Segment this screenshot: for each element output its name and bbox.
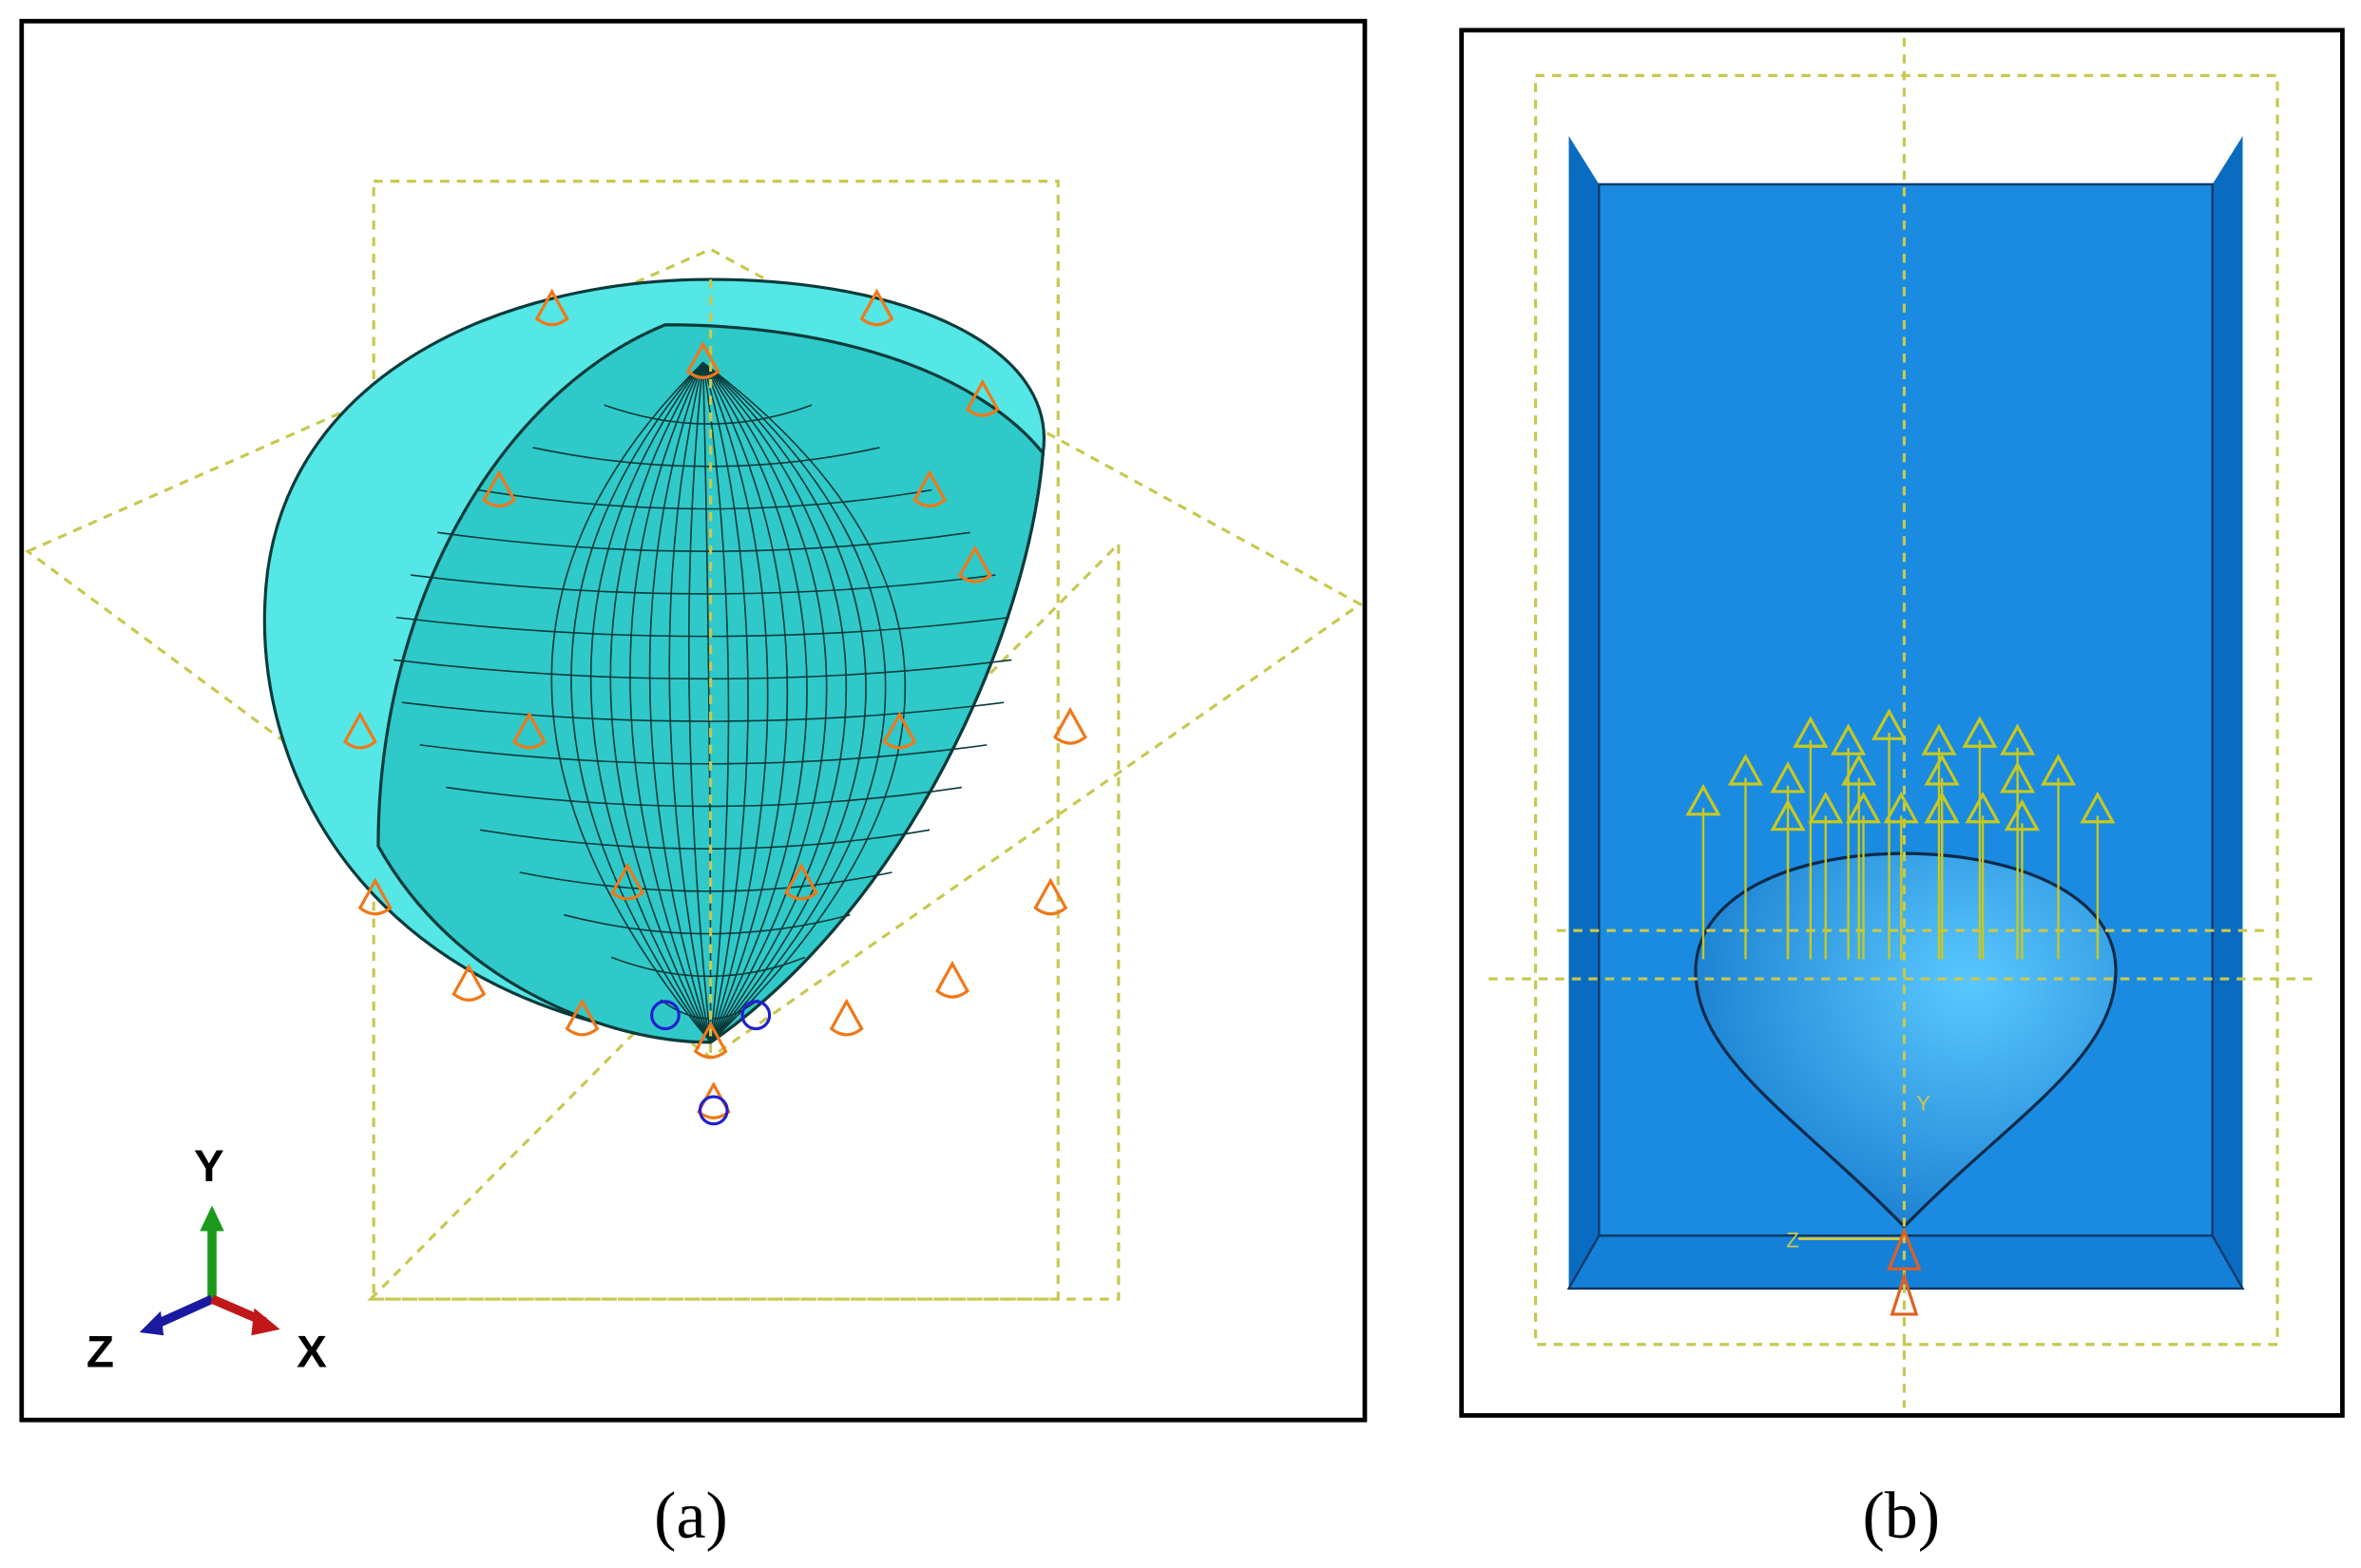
mesh-line [701, 362, 712, 1042]
bc-marker [1033, 877, 1068, 916]
mesh [394, 361, 1012, 1043]
bc-marker [565, 998, 600, 1037]
mesh-line [564, 913, 851, 935]
bc-marker [511, 711, 547, 750]
arrow-head [1921, 723, 1957, 755]
axis-label: Y [194, 1141, 224, 1192]
caption: (a) [654, 1480, 728, 1553]
arrow-head [1883, 791, 1919, 824]
triad-x-head [251, 1308, 280, 1336]
mesh-line [570, 361, 712, 1043]
bc-marker [696, 1081, 731, 1119]
mesh-line [668, 362, 712, 1042]
mesh-line [702, 361, 907, 1043]
bc-marker [693, 1021, 728, 1060]
arrow-head [2080, 791, 2116, 824]
bc-marker [1887, 1227, 1922, 1316]
mesh-line [702, 361, 887, 1043]
bc-marker [784, 862, 818, 901]
bc-marker [1053, 706, 1087, 745]
datum-box [1533, 73, 2279, 1347]
arrow-head [2000, 761, 2036, 794]
wall [1568, 136, 1600, 1289]
mesh-line [394, 659, 1012, 680]
mesh-line [702, 362, 828, 1043]
arrow-head [1793, 716, 1829, 748]
mesh-line [687, 362, 712, 1042]
mesh-line [702, 362, 808, 1043]
arrow-head [1685, 783, 1721, 816]
mesh-line [604, 404, 813, 425]
bc-marker [610, 862, 645, 901]
triad-z-head [139, 1310, 164, 1336]
mesh-line [419, 744, 988, 765]
mesh-line [701, 362, 769, 1043]
arrow-head [1871, 708, 1908, 740]
mesh-line [701, 362, 730, 1042]
arrow-head [2000, 723, 2036, 755]
bc-marker [685, 341, 720, 379]
arrow-head [1831, 723, 1867, 755]
bc-marker [935, 960, 969, 999]
mesh-line [648, 362, 712, 1043]
bc-marker [740, 1000, 772, 1031]
boundary-markers [342, 288, 1087, 1126]
panel-b: Z Y (b) [1459, 28, 2345, 1553]
mesh-line [532, 447, 880, 468]
arrow-head [2004, 798, 2041, 832]
mesh-line [701, 362, 749, 1042]
wall [2212, 136, 2243, 1289]
pressure-arrows [1685, 708, 2116, 960]
mesh-line [519, 871, 893, 892]
bc-marker [357, 877, 393, 916]
bc-marker [451, 964, 487, 1002]
mesh-line [629, 362, 712, 1043]
mesh-line [550, 361, 712, 1043]
arrow-head [1841, 754, 1877, 786]
mesh-line [401, 701, 1005, 722]
bc-marker [482, 469, 517, 508]
arrow-head [1770, 761, 1806, 794]
mesh-line [446, 786, 962, 808]
mesh-line [479, 829, 931, 850]
bc-marker [698, 1095, 729, 1126]
axis-label: Z [86, 1328, 114, 1378]
arrow-head [1962, 716, 1998, 748]
bc-marker [882, 711, 917, 750]
mesh-line [395, 616, 1009, 638]
arrow-head [1845, 791, 1882, 824]
arrow-head [1965, 791, 2001, 824]
bc-marker [534, 288, 569, 327]
axis-label: Y [1916, 1091, 1930, 1115]
mesh-line [437, 531, 970, 552]
bc-marker [957, 545, 992, 583]
axis-label: X [297, 1328, 327, 1378]
bc-marker [342, 711, 377, 750]
bc-marker [859, 288, 894, 327]
bc-marker [912, 469, 948, 508]
bc-marker [965, 378, 1000, 417]
mesh-line [610, 956, 806, 977]
arrow-head [1808, 791, 1844, 824]
caption: (b) [1862, 1480, 1940, 1553]
mesh-line [410, 574, 996, 595]
tank-floor [1566, 1234, 2245, 1291]
bc-marker [829, 998, 864, 1037]
panel-a: Y Z X (a) [19, 18, 1368, 1553]
arrow-head [2040, 754, 2077, 786]
mesh-line [701, 362, 789, 1043]
mesh-line [702, 361, 867, 1043]
axis-label: Z [1786, 1229, 1799, 1252]
mesh-line [589, 362, 712, 1043]
triad-y-head [200, 1205, 224, 1232]
arrow-head [1924, 754, 1960, 786]
mesh-line [477, 488, 932, 510]
bc-marker [650, 1000, 681, 1031]
arrow-head [1727, 754, 1764, 786]
mesh-line [609, 362, 712, 1043]
mesh-line [702, 361, 848, 1043]
